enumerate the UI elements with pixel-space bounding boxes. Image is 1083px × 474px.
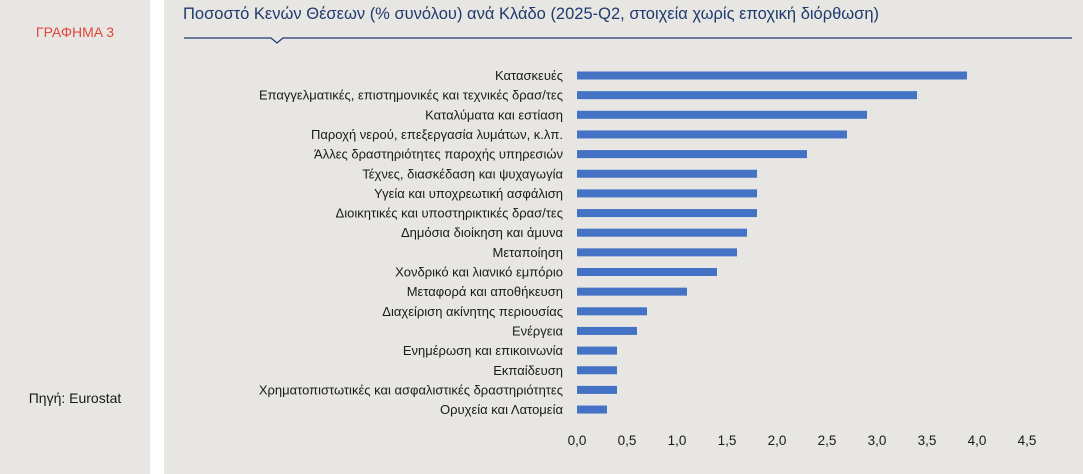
- category-label: Άλλες δραστηριότητες παροχής υπηρεσιών: [314, 147, 563, 162]
- x-tick-label: 2,0: [768, 433, 787, 448]
- category-label: Ενημέρωση και επικοινωνία: [403, 343, 564, 358]
- bar: [577, 287, 687, 296]
- sidebar-panel: ΓΡΑΦΗΜΑ 3 Πηγή: Eurostat: [0, 0, 150, 474]
- title-underline: [184, 37, 1072, 44]
- category-labels: Κατασκευές Επαγγελματικές, επιστημονικές …: [259, 68, 564, 417]
- bar: [577, 385, 617, 394]
- category-label: Τέχνες, διασκέδαση και ψυχαγωγία: [362, 166, 563, 181]
- bar: [577, 307, 647, 316]
- bar: [577, 169, 757, 178]
- x-tick-label: 3,0: [868, 433, 887, 448]
- category-label: Μεταποίηση: [493, 245, 563, 260]
- bar: [577, 71, 967, 80]
- source-note: Πηγή: Eurostat: [28, 390, 122, 406]
- chart-title: Ποσοστό Κενών Θέσεων (% συνόλου) ανά Κλά…: [183, 5, 880, 23]
- bar: [577, 189, 757, 198]
- category-label: Διοικητικές και υποστηρικτικές δρασ/τες: [336, 206, 563, 221]
- bar: [577, 130, 847, 139]
- category-label: Διαχείριση ακίνητης περιουσίας: [382, 304, 563, 319]
- x-tick-label: 0,5: [618, 433, 637, 448]
- category-label: Παροχή νερού, επεξεργασία λυμάτων, κ.λπ.: [311, 127, 563, 142]
- category-label: Ενέργεια: [512, 323, 564, 338]
- bar: [577, 228, 747, 237]
- bar: [577, 405, 607, 414]
- category-label: Κατασκευές: [495, 68, 563, 83]
- category-label: Δημόσια διοίκηση και άμυνα: [401, 225, 563, 240]
- x-tick-label: 4,0: [968, 433, 987, 448]
- category-label: Επαγγελματικές, επιστημονικές και τεχνικ…: [259, 88, 563, 103]
- bar: [577, 248, 737, 257]
- category-label: Χονδρικό και λιανικό εμπόριο: [395, 265, 563, 280]
- x-tick-label: 1,0: [668, 433, 687, 448]
- category-label: Μεταφορά και αποθήκευση: [407, 284, 563, 299]
- x-tick-label: 0,0: [568, 433, 587, 448]
- category-label: Χρηματοπιστωτικές και ασφαλιστικές δραστ…: [259, 382, 563, 397]
- panel-divider: [150, 0, 164, 474]
- category-label: Υγεία και υποχρεωτική ασφάλιση: [374, 186, 563, 201]
- x-tick-label: 4,5: [1018, 433, 1037, 448]
- bar: [577, 209, 757, 218]
- x-axis-ticks: 0,0 0,5 1,0 1,5 2,0 2,5 3,0 3,5 4,0 4,5: [568, 433, 1037, 448]
- bar: [577, 110, 867, 119]
- x-tick-label: 1,5: [718, 433, 737, 448]
- bar: [577, 326, 637, 335]
- bars: [577, 71, 967, 414]
- bar: [577, 150, 807, 159]
- bar: [577, 268, 717, 276]
- x-tick-label: 3,5: [918, 433, 937, 448]
- category-label: Καταλύματα και εστίαση: [425, 107, 563, 122]
- bar: [577, 346, 617, 355]
- figure-label: ΓΡΑΦΗΜΑ 3: [35, 24, 115, 40]
- category-label: Ορυχεία και Λατομεία: [440, 402, 563, 417]
- bar: [577, 366, 617, 375]
- category-label: Εκπαίδευση: [493, 363, 563, 378]
- x-tick-label: 2,5: [818, 433, 837, 448]
- bar: [577, 91, 917, 100]
